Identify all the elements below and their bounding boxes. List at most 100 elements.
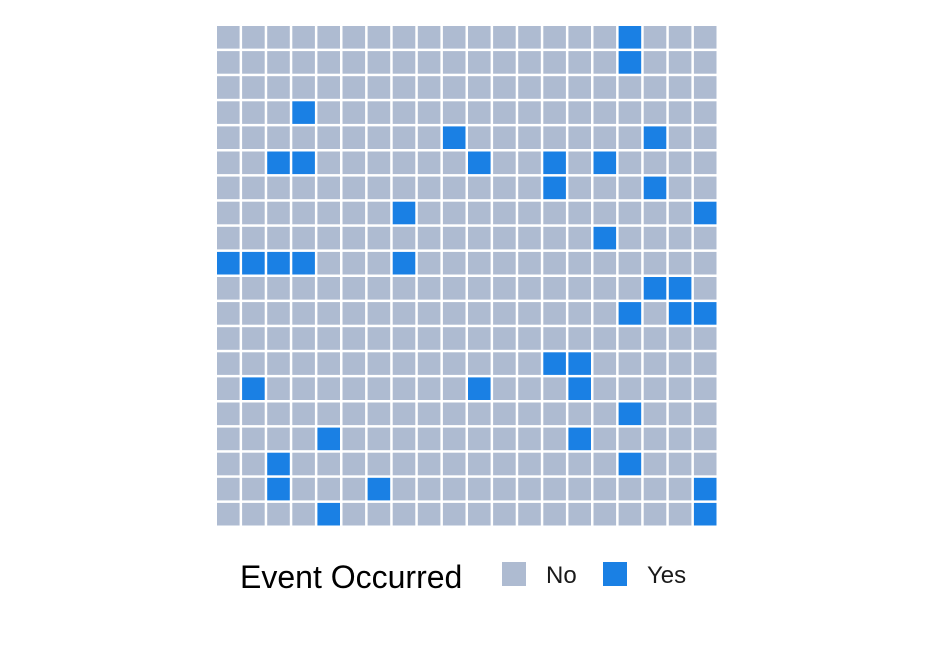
heatmap-cell xyxy=(217,427,240,451)
heatmap-cell xyxy=(242,277,265,300)
heatmap-cell xyxy=(668,26,692,49)
heatmap-cell xyxy=(392,452,416,476)
heatmap-cell xyxy=(643,151,667,175)
heatmap-cell xyxy=(518,427,541,451)
heatmap-cells xyxy=(217,26,717,526)
heatmap-cell xyxy=(267,26,290,49)
heatmap-cell xyxy=(518,502,541,526)
heatmap-cell xyxy=(267,377,290,400)
heatmap-cell xyxy=(518,126,541,149)
heatmap-cell xyxy=(618,101,642,124)
heatmap-cell xyxy=(417,101,441,124)
heatmap-cell xyxy=(493,176,516,200)
heatmap-cell xyxy=(417,76,441,99)
heatmap-cell xyxy=(317,452,340,476)
heatmap-cell xyxy=(593,251,617,275)
heatmap-cell xyxy=(618,277,642,300)
heatmap-cell xyxy=(593,377,617,400)
heatmap-cell xyxy=(543,151,566,175)
heatmap-cell xyxy=(643,327,667,350)
heatmap-cell xyxy=(317,377,340,400)
heatmap-cell xyxy=(342,402,366,426)
heatmap-cell xyxy=(543,76,566,99)
heatmap-cell xyxy=(468,402,491,426)
heatmap-cell xyxy=(493,101,516,124)
heatmap-cell xyxy=(643,51,667,74)
heatmap-cell xyxy=(618,427,642,451)
heatmap-cell xyxy=(618,226,642,250)
heatmap-cell xyxy=(618,26,642,49)
heatmap-cell xyxy=(267,277,290,300)
heatmap-cell xyxy=(367,51,391,74)
heatmap-cell xyxy=(342,452,366,476)
heatmap-cell xyxy=(292,126,315,149)
heatmap-cell xyxy=(417,452,441,476)
heatmap-cell xyxy=(242,302,265,325)
heatmap-cell xyxy=(267,302,290,325)
heatmap-cell xyxy=(693,402,717,426)
heatmap-cell xyxy=(292,277,315,300)
heatmap-cell xyxy=(367,277,391,300)
heatmap-cell xyxy=(643,251,667,275)
heatmap-cell xyxy=(292,427,315,451)
heatmap-cell xyxy=(468,26,491,49)
heatmap-cell xyxy=(317,226,340,250)
heatmap-cell xyxy=(468,352,491,375)
heatmap-cell xyxy=(342,226,366,250)
heatmap-cell xyxy=(417,26,441,49)
heatmap-cell xyxy=(242,452,265,476)
heatmap-cell xyxy=(568,427,591,451)
heatmap-cell xyxy=(468,76,491,99)
heatmap-cell xyxy=(292,76,315,99)
heatmap-cell xyxy=(518,151,541,175)
heatmap-cell xyxy=(342,251,366,275)
heatmap-cell xyxy=(568,176,591,200)
heatmap-cell xyxy=(392,302,416,325)
heatmap-cell xyxy=(317,352,340,375)
heatmap-cell xyxy=(568,201,591,225)
heatmap-cell xyxy=(468,226,491,250)
heatmap-cell xyxy=(568,277,591,300)
heatmap-cell xyxy=(618,51,642,74)
heatmap-cell xyxy=(317,201,340,225)
heatmap-cell xyxy=(493,377,516,400)
heatmap-cell xyxy=(242,151,265,175)
heatmap-cell xyxy=(217,226,240,250)
heatmap-cell xyxy=(342,126,366,149)
heatmap-cell xyxy=(367,452,391,476)
heatmap-cell xyxy=(442,352,466,375)
heatmap-cell xyxy=(342,427,366,451)
heatmap-cell xyxy=(643,427,667,451)
heatmap-cell xyxy=(568,377,591,400)
heatmap-cell xyxy=(668,201,692,225)
heatmap-cell xyxy=(417,176,441,200)
heatmap-cell xyxy=(643,176,667,200)
heatmap-cell xyxy=(568,151,591,175)
heatmap-cell xyxy=(693,302,717,325)
heatmap-cell xyxy=(217,352,240,375)
heatmap-cell xyxy=(442,26,466,49)
heatmap-cell xyxy=(217,452,240,476)
heatmap-cell xyxy=(217,126,240,149)
heatmap-cell xyxy=(242,76,265,99)
heatmap-cell xyxy=(518,226,541,250)
heatmap-cell xyxy=(568,502,591,526)
heatmap-cell xyxy=(618,251,642,275)
heatmap-cell xyxy=(568,226,591,250)
heatmap-cell xyxy=(317,327,340,350)
heatmap-cell xyxy=(568,452,591,476)
heatmap-cell xyxy=(468,477,491,501)
heatmap-cell xyxy=(317,502,340,526)
heatmap-cell xyxy=(643,201,667,225)
heatmap-cell xyxy=(267,477,290,501)
heatmap-cell xyxy=(693,76,717,99)
heatmap-cell xyxy=(568,302,591,325)
heatmap-cell xyxy=(643,26,667,49)
heatmap-cell xyxy=(668,126,692,149)
heatmap-cell xyxy=(618,176,642,200)
heatmap-cell xyxy=(217,151,240,175)
heatmap-cell xyxy=(292,402,315,426)
heatmap-cell xyxy=(543,126,566,149)
heatmap-cell xyxy=(317,51,340,74)
